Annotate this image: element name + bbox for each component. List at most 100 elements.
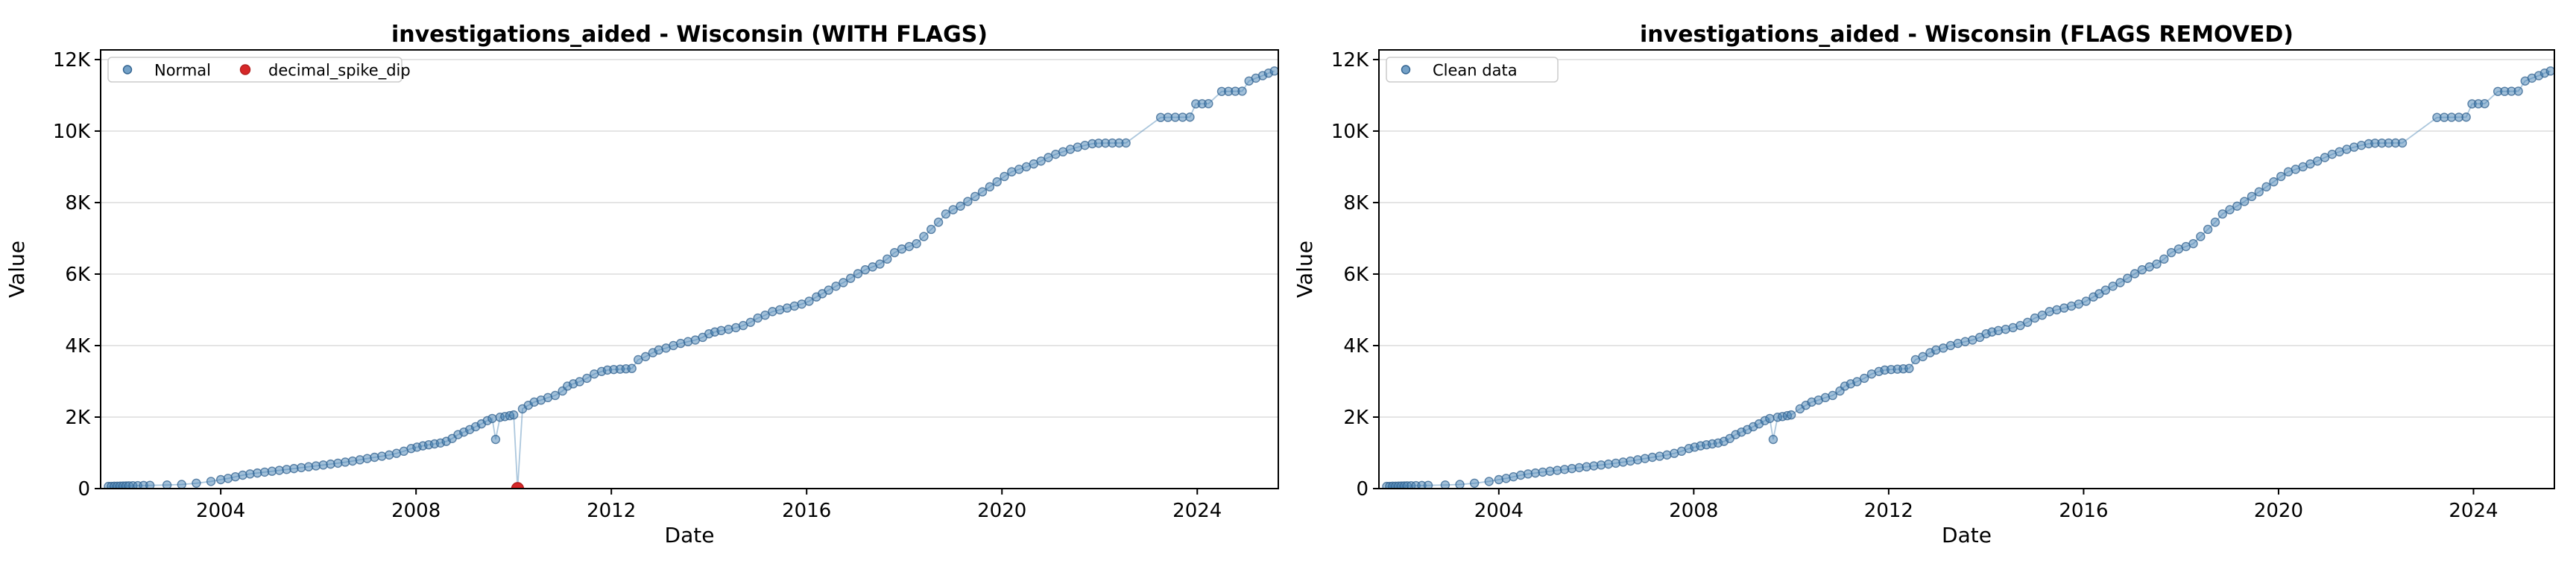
y-tick-label: 10K (1331, 121, 1369, 143)
data-point (1121, 138, 1131, 148)
data-point (2130, 269, 2140, 279)
data-points-group (1382, 66, 2554, 489)
gridlines (101, 59, 1278, 418)
data-point (2313, 156, 2323, 166)
legend-box (107, 57, 402, 83)
data-point (1904, 363, 1914, 373)
series-line (108, 70, 1275, 489)
data-point (347, 456, 358, 466)
gridlines (1379, 59, 2554, 418)
data-point (145, 480, 155, 489)
data-point (1000, 171, 1009, 182)
data-point (948, 205, 958, 214)
y-tick-label: 8K (65, 192, 91, 214)
data-point (2123, 273, 2133, 283)
data-point (1918, 352, 1928, 362)
data-point (970, 191, 980, 202)
data-point (177, 480, 186, 489)
data-point (985, 182, 995, 192)
chart-title: investigations_aided - Wisconsin (WITH F… (391, 22, 988, 48)
y-tick-label: 0 (78, 478, 90, 500)
y-axis: 0 2K 4K 6K 8K 10K 12K (1331, 49, 1379, 500)
y-tick-label: 10K (53, 121, 91, 143)
data-point (2480, 98, 2490, 109)
data-point (1786, 410, 1796, 420)
data-point (1768, 434, 1778, 445)
legend-label: Clean data (1433, 62, 1518, 80)
data-point (192, 478, 201, 488)
legend-marker-icon (239, 64, 251, 75)
data-point (1484, 477, 1494, 486)
data-point (716, 325, 726, 336)
data-point (883, 254, 892, 264)
x-tick-label: 2004 (196, 500, 245, 522)
data-point (977, 187, 988, 197)
data-point (933, 217, 944, 227)
chart-title: investigations_aided - Wisconsin (FLAGS … (1640, 22, 2294, 48)
data-point (941, 209, 951, 219)
axes-spines (100, 49, 1279, 489)
x-tick-label: 2020 (2254, 500, 2303, 522)
data-point (845, 273, 856, 283)
data-point (2247, 191, 2257, 202)
y-tick-label: 12K (1331, 49, 1369, 72)
data-point (2100, 285, 2111, 295)
data-point (2159, 254, 2169, 264)
legend: Normal decimal_spike_dip (107, 57, 411, 83)
data-point (640, 352, 651, 362)
data-point (926, 224, 936, 235)
data-point (490, 434, 501, 445)
data-point (853, 269, 863, 279)
data-point (824, 285, 833, 295)
legend-label: decimal_spike_dip (268, 62, 411, 80)
data-point (2461, 112, 2471, 122)
legend-marker-icon (122, 65, 133, 74)
y-tick-label: 12K (53, 49, 91, 72)
legend-marker-icon (1401, 65, 1411, 74)
data-point (2081, 296, 2091, 306)
data-point (760, 310, 770, 320)
right-chart: investigations_aided - Wisconsin (FLAGS … (1288, 0, 2576, 572)
data-point (2152, 259, 2162, 269)
data-point (238, 470, 247, 480)
data-point (508, 410, 519, 420)
data-point (2261, 182, 2271, 192)
data-point (804, 296, 814, 306)
axes-spines (1378, 49, 2555, 489)
data-point (956, 201, 965, 211)
data-point (2225, 205, 2235, 214)
data-point (2166, 247, 2176, 258)
x-tick-label: 2008 (391, 500, 441, 522)
data-point (889, 247, 900, 258)
x-axis: 2004 2008 2012 2016 2020 2024 (196, 489, 1222, 522)
x-tick-label: 2016 (782, 500, 831, 522)
data-point (355, 455, 365, 465)
left-chart-svg: investigations_aided - Wisconsin (WITH F… (4, 22, 1279, 547)
data-point (919, 232, 929, 241)
x-tick-label: 2016 (2059, 500, 2108, 522)
data-point (745, 317, 756, 327)
x-axis-label: Date (1942, 523, 1992, 547)
x-tick-label: 2008 (1669, 500, 1718, 522)
data-point (2210, 217, 2220, 227)
data-point (1423, 480, 1433, 489)
x-axis-label: Date (665, 523, 715, 547)
y-tick-label: 0 (1356, 478, 1368, 500)
data-point (2023, 317, 2033, 327)
series-line (1386, 70, 2551, 488)
data-point (2217, 209, 2227, 219)
flagged-point (511, 482, 525, 489)
x-tick-label: 2020 (977, 500, 1026, 522)
data-point (875, 259, 885, 269)
data-point (912, 238, 921, 249)
y-axis: 0 2K 4K 6K 8K 10K 12K (53, 49, 101, 500)
data-point (839, 278, 848, 287)
data-point (1828, 390, 1837, 401)
data-point (2239, 197, 2250, 206)
left-chart: investigations_aided - Wisconsin (WITH F… (4, 22, 1279, 547)
data-point (2276, 171, 2286, 182)
y-tick-label: 6K (1343, 264, 1369, 286)
y-tick-label: 2K (1343, 407, 1369, 429)
data-point (2115, 278, 2125, 287)
